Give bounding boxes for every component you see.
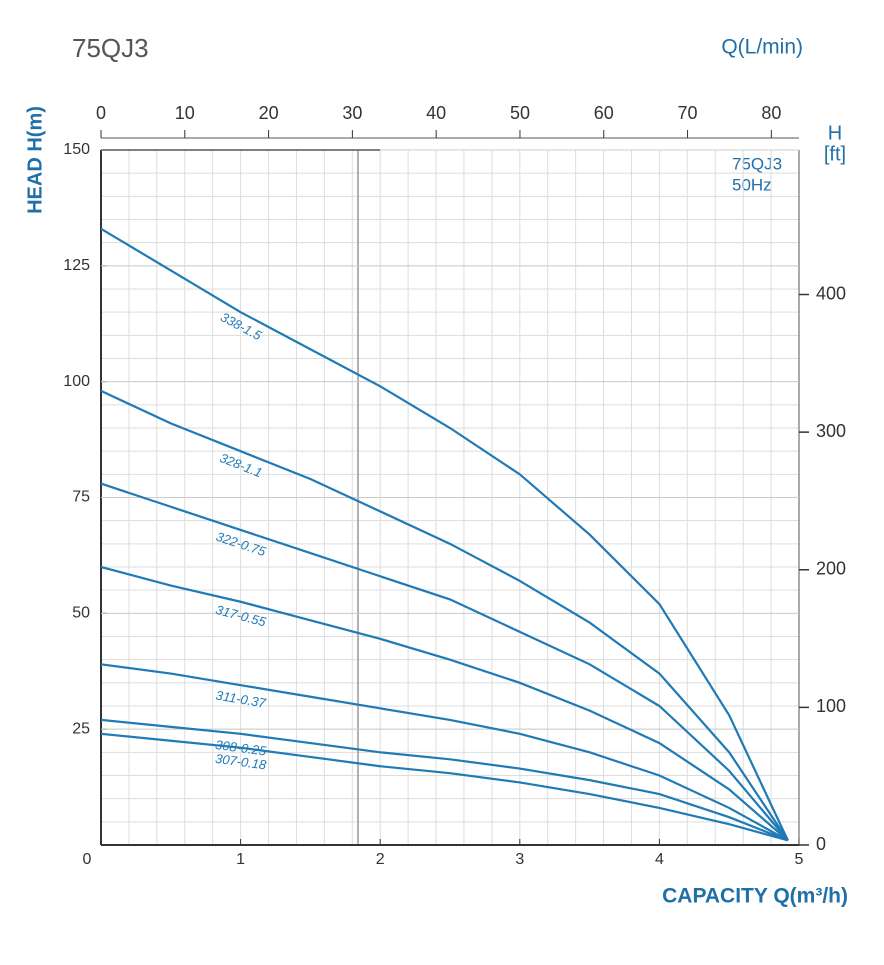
x2-axis-label: Q(L/min) [721, 36, 803, 59]
x2-tick-label: 80 [761, 103, 781, 123]
y-tick-label: 150 [63, 141, 90, 158]
annotation: 50Hz [732, 175, 772, 194]
x2-tick-label: 30 [342, 103, 362, 123]
y-tick-label: 100 [63, 373, 90, 390]
x2-tick-label: 10 [175, 103, 195, 123]
y2-tick-label: 200 [816, 559, 846, 579]
curve [100, 565, 789, 842]
curve [100, 482, 789, 842]
y-tick-label: 50 [72, 605, 90, 622]
legend-label: 322-0.75 [214, 529, 268, 560]
y2-tick-label: 400 [816, 283, 846, 303]
legend-label: 307-0.18 [214, 751, 268, 773]
y2-tick-label: 0 [816, 834, 826, 854]
y-axis-label: HEAD H(m) [24, 106, 46, 214]
x-tick-label: 1 [236, 851, 245, 868]
x-tick-label: 4 [655, 851, 664, 868]
x2-tick-label: 60 [594, 103, 614, 123]
curve [100, 732, 789, 842]
x2-tick-label: 40 [426, 103, 446, 123]
y2-axis-label: [ft] [824, 143, 846, 165]
y2-tick-label: 100 [816, 696, 846, 716]
x-tick-label: 3 [515, 851, 524, 868]
legend-label: 311-0.37 [215, 688, 268, 711]
x2-tick-label: 0 [96, 103, 106, 123]
y2-tick-label: 300 [816, 421, 846, 441]
x2-tick-label: 50 [510, 103, 530, 123]
curve [100, 718, 789, 842]
x-tick-label: 5 [795, 851, 804, 868]
x-axis-label: CAPACITY Q(m³/h) [662, 885, 848, 908]
y-tick-label: 25 [72, 720, 90, 737]
legend-label: 338-1.5 [218, 309, 265, 343]
x2-tick-label: 70 [678, 103, 698, 123]
curve [100, 227, 789, 841]
y-tick-label: 125 [63, 257, 90, 274]
x-tick-label: 2 [376, 851, 385, 868]
y-tick-label: 75 [72, 489, 90, 506]
x2-tick-label: 20 [259, 103, 279, 123]
chart-title: 75QJ3 [72, 33, 149, 63]
y2-axis-label: H [828, 122, 842, 144]
x-tick-label: 0 [83, 851, 92, 868]
curve [100, 389, 789, 841]
curve [100, 663, 789, 842]
annotation: 75QJ3 [732, 154, 782, 173]
